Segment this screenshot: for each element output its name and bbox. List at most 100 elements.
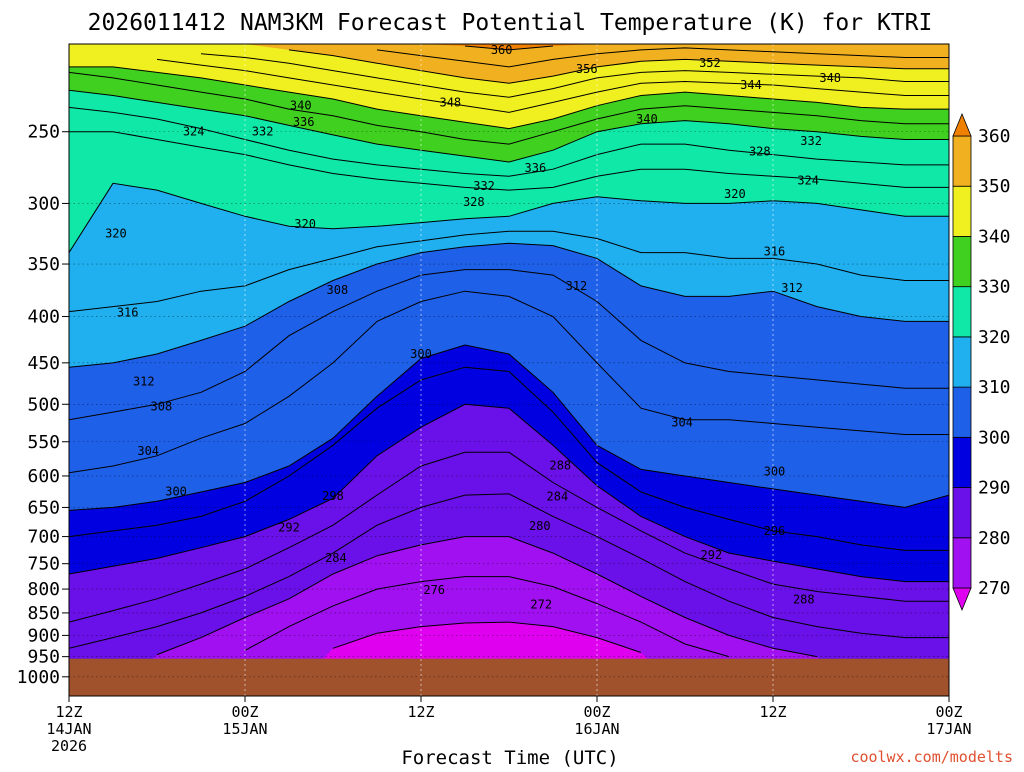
contour-label: 348: [439, 95, 461, 109]
colorbar-label: 300: [978, 427, 1011, 448]
x-tick-label: 12Z: [55, 703, 82, 721]
x-tick-label: 00Z: [231, 703, 258, 721]
y-tick-label: 350: [27, 254, 60, 275]
contour-line-288: [69, 451, 949, 623]
contour-label: 332: [800, 134, 822, 148]
colorbar-swatch: [952, 286, 972, 338]
x-tick-label: 2026: [51, 737, 87, 755]
contour-label: 332: [473, 179, 495, 193]
contour-label: 288: [793, 592, 815, 606]
contour-line-296: [69, 366, 949, 551]
colorbar: 270 280 290 300 310 320 330 340 350 360: [952, 112, 1011, 612]
contour-label: 344: [740, 78, 762, 92]
colorbar-label: 290: [978, 478, 1011, 499]
x-tick-label: 15JAN: [222, 720, 267, 738]
contour-label: 320: [294, 217, 316, 231]
contour-lines: [69, 45, 949, 658]
contour-label: 284: [325, 551, 347, 565]
chart-title: 2026011412 NAM3KM Forecast Potential Tem…: [88, 10, 933, 36]
contour-label: 308: [151, 400, 173, 414]
contour-line-324: [69, 131, 949, 191]
contour-label: 280: [529, 519, 551, 533]
ground-layer: [69, 658, 949, 696]
x-tick-label: 12Z: [407, 703, 434, 721]
contour-label: 320: [105, 227, 127, 241]
contour-line-304: [69, 290, 949, 474]
contour-line-272: [332, 621, 642, 653]
y-tick-label: 650: [27, 497, 60, 518]
y-axis: 2503003504004505005506006507007508008509…: [17, 122, 69, 688]
y-tick-label: 1000: [17, 667, 60, 688]
colorbar-label: 360: [978, 126, 1011, 147]
contour-label: 288: [549, 458, 571, 472]
colorbar-swatch: [952, 537, 972, 589]
colorbar-label: 330: [978, 277, 1011, 298]
x-axis-title: Forecast Time (UTC): [401, 747, 618, 768]
contour-line-340: [69, 66, 949, 130]
y-tick-label: 800: [27, 579, 60, 600]
colorbar-arrow-low: [952, 587, 972, 612]
contour-label: 272: [530, 597, 552, 611]
contour-label: 336: [525, 161, 547, 175]
contour-label: 360: [491, 43, 513, 57]
contour-label: 340: [290, 99, 312, 113]
filled-contours: [69, 44, 949, 696]
contour-label: 312: [781, 281, 803, 295]
x-tick-label: 00Z: [583, 703, 610, 721]
y-tick-label: 850: [27, 603, 60, 624]
contour-line-348: [200, 53, 949, 98]
y-tick-label: 750: [27, 554, 60, 575]
contour-label: 298: [322, 489, 344, 503]
contour-line-356: [376, 47, 949, 68]
contour-line-292: [69, 403, 949, 583]
fill-band-360: [69, 44, 949, 50]
contour-label: 296: [764, 524, 786, 538]
y-tick-label: 900: [27, 625, 60, 646]
colorbar-swatch: [952, 185, 972, 237]
y-tick-label: 550: [27, 432, 60, 453]
contour-label: 324: [183, 125, 205, 139]
contour-label: 284: [547, 489, 569, 503]
contour-label: 328: [749, 145, 771, 159]
x-tick-label: 16JAN: [574, 720, 619, 738]
contour-label: 328: [463, 195, 485, 209]
x-tick-label: 17JAN: [926, 720, 971, 738]
colorbar-label: 280: [978, 528, 1011, 549]
contour-line-320: [69, 182, 949, 253]
contour-label: 300: [410, 347, 432, 361]
contour-line-360: [464, 45, 554, 51]
contour-line-284: [69, 493, 949, 649]
colorbar-arrow-high: [952, 112, 972, 137]
contour-line-300: [69, 344, 949, 511]
contour-line-316: [69, 230, 949, 313]
contour-line-276: [244, 576, 730, 658]
colorbar-label: 270: [978, 578, 1011, 599]
colorbar-swatch: [952, 386, 972, 438]
x-tick-label: 14JAN: [46, 720, 91, 738]
contour-label: 312: [133, 375, 155, 389]
contour-label: 332: [252, 125, 274, 139]
contour-labels: 360 356 352 344 348 348 340 336 340 332 324 328 332 3…: [105, 43, 841, 612]
contour-line-336: [69, 71, 949, 145]
x-tick-label: 12Z: [759, 703, 786, 721]
y-tick-label: 500: [27, 394, 60, 415]
y-tick-label: 400: [27, 307, 60, 328]
credit-text: coolwx.com/modelts: [850, 748, 1013, 766]
contour-label: 352: [699, 56, 721, 70]
contour-label: 320: [724, 187, 746, 201]
y-tick-label: 300: [27, 193, 60, 214]
x-tick-label: 00Z: [935, 703, 962, 721]
colorbar-swatch: [952, 487, 972, 539]
contour-label: 304: [137, 444, 159, 458]
contour-label: 292: [701, 548, 723, 562]
contour-label: 348: [819, 71, 841, 85]
contour-line-352: [288, 49, 949, 84]
contour-line-328: [69, 106, 949, 177]
contour-line-308: [69, 269, 949, 421]
colorbar-swatch: [952, 436, 972, 488]
colorbar-label: 350: [978, 176, 1011, 197]
contour-label: 336: [293, 115, 315, 129]
